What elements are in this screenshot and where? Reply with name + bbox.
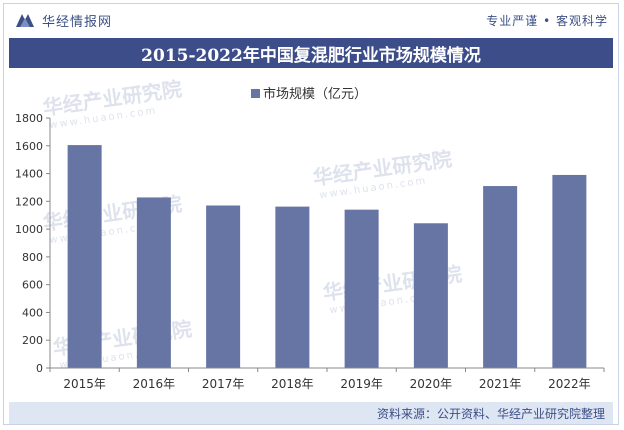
legend-item: 市场规模（亿元） — [251, 86, 367, 102]
x-tick-label: 2019年 — [340, 377, 383, 391]
x-tick-label: 2016年 — [133, 377, 176, 391]
chart-title: 2015-2022年中国复混肥行业市场规模情况 — [141, 45, 481, 66]
bar — [67, 145, 102, 368]
y-tick-label: 1600 — [15, 140, 43, 153]
y-tick-label: 600 — [22, 279, 43, 292]
y-tick-label: 1200 — [15, 195, 43, 208]
x-tick-label: 2020年 — [410, 377, 453, 391]
bar — [413, 223, 448, 368]
footer: 资料来源：公开资料、华经产业研究院整理 — [9, 402, 613, 424]
bar — [275, 206, 310, 368]
x-tick-label: 2021年 — [479, 377, 522, 391]
bar — [483, 186, 518, 368]
y-tick-label: 200 — [22, 334, 43, 347]
legend-label: 市场规模（亿元） — [263, 86, 367, 102]
y-tick-label: 0 — [36, 362, 43, 375]
bar — [344, 209, 379, 368]
slogan: 专业严谨 • 客观科学 — [486, 13, 608, 28]
x-tick-label: 2018年 — [271, 377, 314, 391]
brand-name: 华经情报网 — [42, 14, 113, 30]
chart-area: 华经产业研究院 www.huaon.com 华经产业研究院 www.huaon.com… — [4, 70, 618, 400]
chart-frame: 华经情报网 专业严谨 • 客观科学 2015-2022年中国复混肥行业市场规模情… — [3, 3, 619, 425]
chart-title-bar: 2015-2022年中国复混肥行业市场规模情况 — [9, 38, 613, 68]
y-tick-label: 1000 — [15, 223, 43, 236]
y-axis: 0 200 400 600 800 1000 1200 1400 1600 1800 — [15, 112, 51, 375]
bar — [206, 205, 241, 368]
source-note: 资料来源：公开资料、华经产业研究院整理 — [376, 406, 605, 421]
legend-swatch — [251, 89, 260, 98]
y-tick-label: 1400 — [15, 168, 43, 181]
top-bar: 华经情报网 专业严谨 • 客观科学 — [4, 4, 618, 36]
y-tick-label: 400 — [22, 306, 43, 319]
legend: 市场规模（亿元） — [251, 86, 367, 102]
y-tick-label: 800 — [22, 251, 43, 264]
brand: 华经情报网 — [14, 11, 112, 30]
bar — [552, 174, 587, 368]
x-tick-label: 2015年 — [63, 377, 106, 391]
x-tick-label: 2017年 — [202, 377, 245, 391]
y-tick-label: 1800 — [15, 112, 43, 125]
x-axis: 2015年 2016年 2017年 2018年 2019年 2020年 2021年 2022年 — [49, 367, 605, 391]
bar — [136, 197, 171, 368]
huajing-logo-icon — [16, 14, 34, 27]
bars — [67, 145, 587, 368]
x-tick-label: 2022年 — [548, 377, 591, 391]
